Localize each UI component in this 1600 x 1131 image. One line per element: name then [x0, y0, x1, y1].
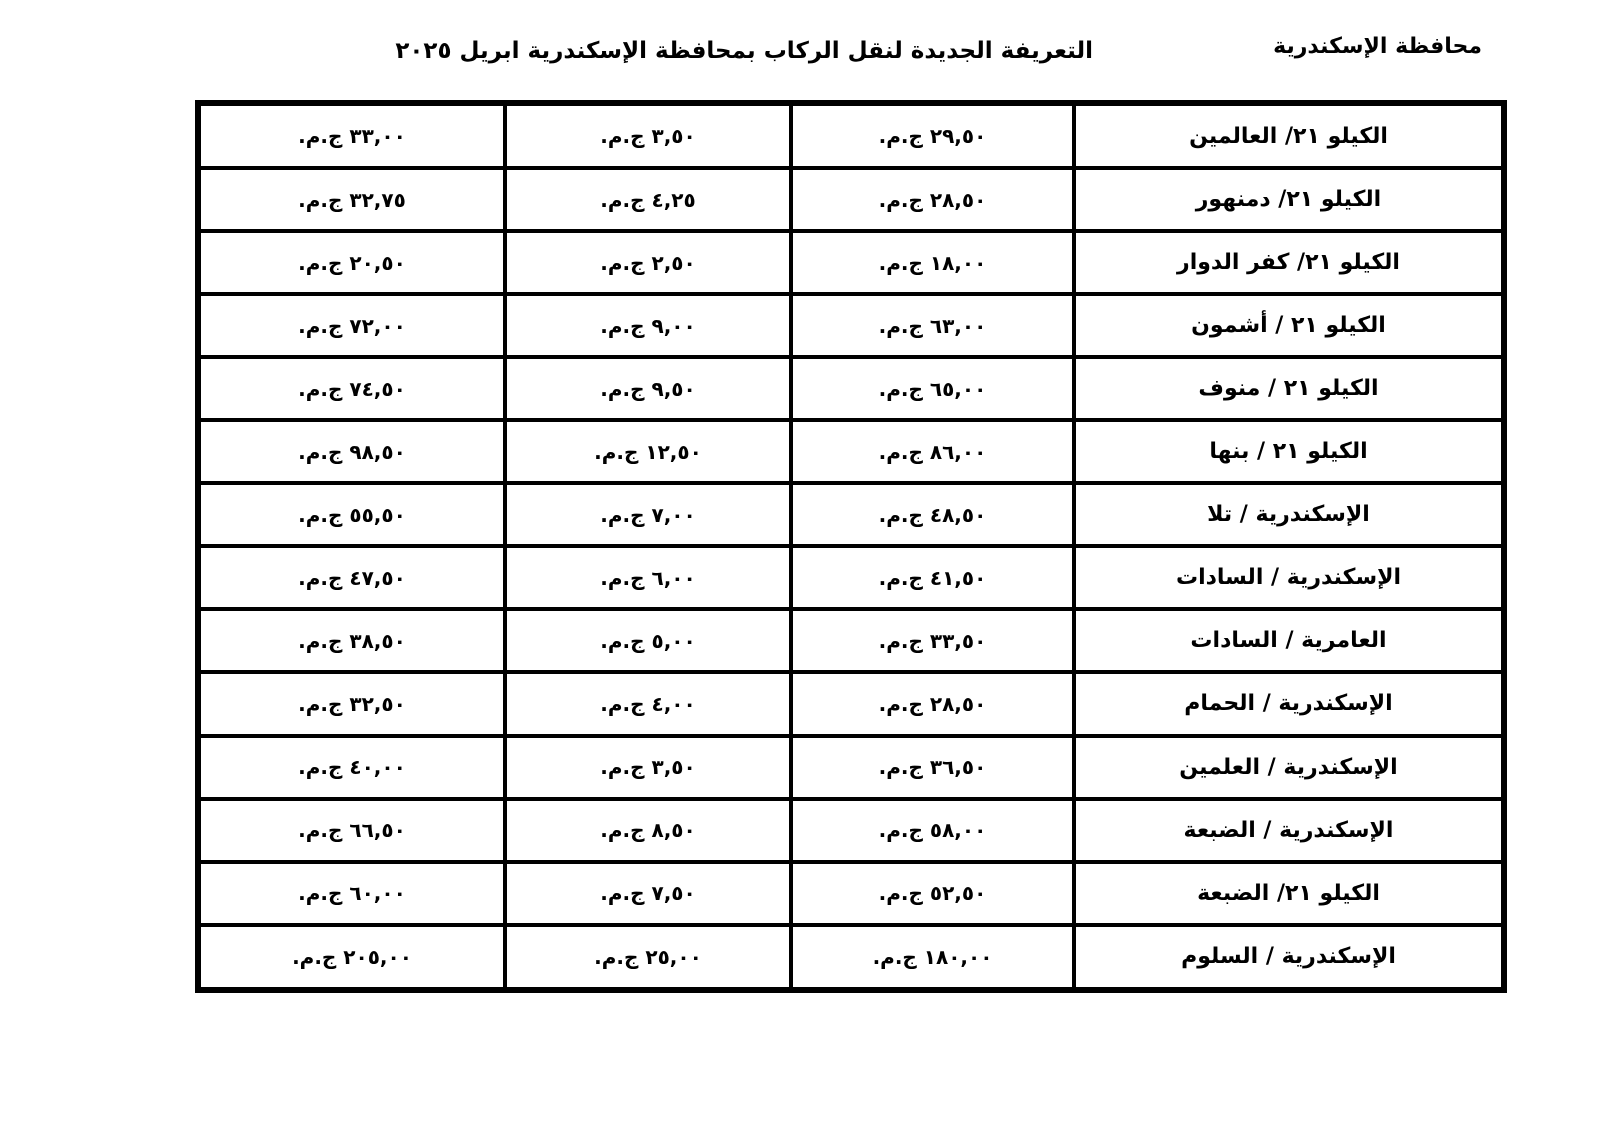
- old-fare-cell: ٤٨,٥٠ ج.م.: [789, 481, 1076, 549]
- increase-cell: ٦,٠٠ ج.م.: [503, 544, 793, 612]
- new-fare-cell: ٣٣,٠٠ ج.م.: [196, 100, 507, 171]
- old-fare-cell: ٨٦,٠٠ ج.م.: [789, 418, 1076, 486]
- new-fare-cell: ٥٥,٥٠ ج.م.: [196, 481, 507, 549]
- route-cell: الإسكندرية / تلا: [1072, 481, 1506, 549]
- new-fare-cell: ٣٢,٧٥ ج.م.: [196, 166, 507, 234]
- table-row: الإسكندرية / السلوم ١٨٠,٠٠ ج.م. ٢٥,٠٠ ج.…: [196, 922, 1506, 993]
- route-cell: العامرية / السادات: [1072, 607, 1506, 675]
- route-cell: الكيلو ٢١ / منوف: [1072, 355, 1506, 423]
- increase-cell: ٢٥,٠٠ ج.م.: [503, 922, 793, 993]
- old-fare-cell: ١٨,٠٠ ج.م.: [789, 229, 1076, 297]
- increase-cell: ٨,٥٠ ج.م.: [503, 796, 793, 864]
- route-cell: الكيلو ٢١ / أشمون: [1072, 292, 1506, 360]
- new-fare-cell: ٢٠,٥٠ ج.م.: [196, 229, 507, 297]
- old-fare-cell: ٦٣,٠٠ ج.م.: [789, 292, 1076, 360]
- increase-cell: ٥,٠٠ ج.م.: [503, 607, 793, 675]
- new-fare-cell: ٩٨,٥٠ ج.م.: [196, 418, 507, 486]
- route-cell: الكيلو ٢١/ دمنهور: [1072, 166, 1506, 234]
- old-fare-cell: ٤١,٥٠ ج.م.: [789, 544, 1076, 612]
- table-row: الإسكندرية / العلمين ٣٦,٥٠ ج.م. ٣,٥٠ ج.م…: [196, 733, 1506, 801]
- old-fare-cell: ٢٨,٥٠ ج.م.: [789, 166, 1076, 234]
- table-row: الكيلو ٢١/ كفر الدوار ١٨,٠٠ ج.م. ٢,٥٠ ج.…: [196, 229, 1506, 297]
- old-fare-cell: ٣٦,٥٠ ج.م.: [789, 733, 1076, 801]
- new-fare-cell: ٣٢,٥٠ ج.م.: [196, 670, 507, 738]
- table-row: الكيلو ٢١/ العالمين ٢٩,٥٠ ج.م. ٣,٥٠ ج.م.…: [196, 100, 1506, 171]
- route-cell: الكيلو ٢١/ كفر الدوار: [1072, 229, 1506, 297]
- old-fare-cell: ٢٨,٥٠ ج.م.: [789, 670, 1076, 738]
- table-row: الكيلو ٢١ / أشمون ٦٣,٠٠ ج.م. ٩,٠٠ ج.م. ٧…: [196, 292, 1506, 360]
- old-fare-cell: ٣٣,٥٠ ج.م.: [789, 607, 1076, 675]
- increase-cell: ٤,٠٠ ج.م.: [503, 670, 793, 738]
- table-row: الكيلو ٢١ / بنها ٨٦,٠٠ ج.م. ١٢,٥٠ ج.م. ٩…: [196, 418, 1506, 486]
- increase-cell: ٤,٢٥ ج.م.: [503, 166, 793, 234]
- new-fare-cell: ٢٠٥,٠٠ ج.م.: [196, 922, 507, 993]
- increase-cell: ٩,٥٠ ج.م.: [503, 355, 793, 423]
- new-fare-cell: ٤٧,٥٠ ج.م.: [196, 544, 507, 612]
- new-fare-cell: ٦٦,٥٠ ج.م.: [196, 796, 507, 864]
- old-fare-cell: ٢٩,٥٠ ج.م.: [789, 100, 1076, 171]
- new-fare-cell: ٤٠,٠٠ ج.م.: [196, 733, 507, 801]
- route-cell: الكيلو ٢١ / بنها: [1072, 418, 1506, 486]
- old-fare-cell: ٥٢,٥٠ ج.م.: [789, 859, 1076, 927]
- increase-cell: ٩,٠٠ ج.م.: [503, 292, 793, 360]
- old-fare-cell: ٥٨,٠٠ ج.م.: [789, 796, 1076, 864]
- route-cell: الإسكندرية / السلوم: [1072, 922, 1506, 993]
- increase-cell: ٧,٠٠ ج.م.: [503, 481, 793, 549]
- new-fare-cell: ٧٢,٠٠ ج.م.: [196, 292, 507, 360]
- route-cell: الكيلو ٢١/ الضبعة: [1072, 859, 1506, 927]
- page-title: التعريفة الجديدة لنقل الركاب بمحافظة الإ…: [395, 38, 1093, 64]
- increase-cell: ١٢,٥٠ ج.م.: [503, 418, 793, 486]
- route-cell: الإسكندرية / السادات: [1072, 544, 1506, 612]
- route-cell: الإسكندرية / الضبعة: [1072, 796, 1506, 864]
- route-cell: الإسكندرية / العلمين: [1072, 733, 1506, 801]
- table-row: الإسكندرية / السادات ٤١,٥٠ ج.م. ٦,٠٠ ج.م…: [196, 544, 1506, 612]
- new-fare-cell: ٦٠,٠٠ ج.م.: [196, 859, 507, 927]
- new-fare-cell: ٧٤,٥٠ ج.م.: [196, 355, 507, 423]
- old-fare-cell: ٦٥,٠٠ ج.م.: [789, 355, 1076, 423]
- increase-cell: ٧,٥٠ ج.م.: [503, 859, 793, 927]
- table-row: العامرية / السادات ٣٣,٥٠ ج.م. ٥,٠٠ ج.م. …: [196, 607, 1506, 675]
- table-row: الكيلو ٢١ / منوف ٦٥,٠٠ ج.م. ٩,٥٠ ج.م. ٧٤…: [196, 355, 1506, 423]
- route-cell: الكيلو ٢١/ العالمين: [1072, 100, 1506, 171]
- table-row: الإسكندرية / تلا ٤٨,٥٠ ج.م. ٧,٠٠ ج.م. ٥٥…: [196, 481, 1506, 549]
- increase-cell: ٢,٥٠ ج.م.: [503, 229, 793, 297]
- old-fare-cell: ١٨٠,٠٠ ج.م.: [789, 922, 1076, 993]
- fare-table-body: الكيلو ٢١/ العالمين ٢٩,٥٠ ج.م. ٣,٥٠ ج.م.…: [196, 100, 1506, 993]
- governorate-label: محافظة الإسكندرية: [1273, 34, 1482, 59]
- table-row: الكيلو ٢١/ دمنهور ٢٨,٥٠ ج.م. ٤,٢٥ ج.م. ٣…: [196, 166, 1506, 234]
- route-cell: الإسكندرية / الحمام: [1072, 670, 1506, 738]
- increase-cell: ٣,٥٠ ج.م.: [503, 733, 793, 801]
- table-row: الإسكندرية / الحمام ٢٨,٥٠ ج.م. ٤,٠٠ ج.م.…: [196, 670, 1506, 738]
- new-fare-cell: ٣٨,٥٠ ج.م.: [196, 607, 507, 675]
- increase-cell: ٣,٥٠ ج.م.: [503, 100, 793, 171]
- table-row: الإسكندرية / الضبعة ٥٨,٠٠ ج.م. ٨,٥٠ ج.م.…: [196, 796, 1506, 864]
- fare-table: الكيلو ٢١/ العالمين ٢٩,٥٠ ج.م. ٣,٥٠ ج.م.…: [195, 100, 1507, 993]
- table-row: الكيلو ٢١/ الضبعة ٥٢,٥٠ ج.م. ٧,٥٠ ج.م. ٦…: [196, 859, 1506, 927]
